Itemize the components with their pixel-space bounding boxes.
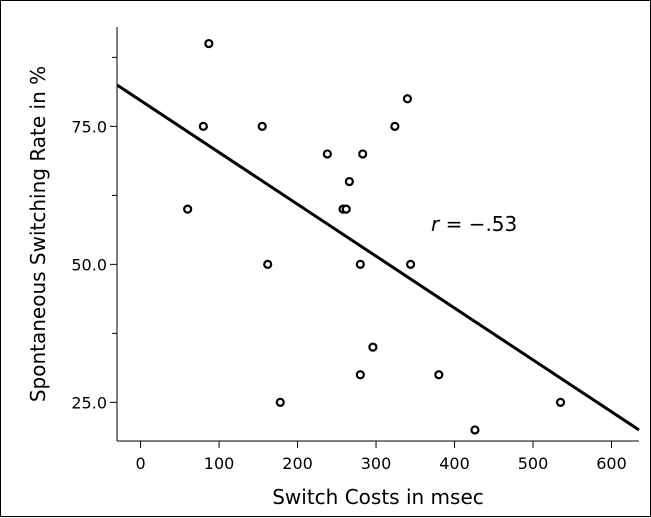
data-point bbox=[183, 204, 193, 214]
data-point bbox=[368, 342, 378, 352]
y-axis-label: Spontaneous Switching Rate in % bbox=[26, 66, 50, 402]
x-tick-label: 0 bbox=[135, 454, 145, 473]
data-point bbox=[344, 176, 354, 187]
x-tick-label: 400 bbox=[439, 454, 470, 473]
data-point bbox=[257, 121, 267, 131]
x-tick-label: 300 bbox=[361, 454, 392, 473]
axes bbox=[116, 27, 639, 442]
correlation-annotation: r = −.53 bbox=[431, 212, 517, 236]
x-tick-label: 600 bbox=[596, 454, 627, 473]
x-tick-label: 200 bbox=[282, 454, 313, 473]
data-points bbox=[183, 38, 566, 435]
data-point bbox=[198, 121, 208, 131]
data-point bbox=[434, 370, 444, 380]
data-point bbox=[275, 397, 285, 407]
data-point bbox=[355, 259, 365, 269]
x-axis-label: Switch Costs in msec bbox=[272, 485, 484, 509]
correlation-value: = −.53 bbox=[439, 212, 517, 236]
data-point bbox=[358, 149, 368, 159]
data-point bbox=[390, 121, 400, 131]
y-tick-label: 75.0 bbox=[71, 117, 107, 136]
x-tick-label: 500 bbox=[518, 454, 549, 473]
y-ticks: 25.0 50.0 75.0 bbox=[71, 56, 117, 412]
data-point bbox=[355, 370, 365, 380]
data-point bbox=[470, 425, 480, 435]
y-tick-label: 50.0 bbox=[71, 255, 107, 274]
data-point bbox=[322, 149, 332, 159]
y-tick-label: 25.0 bbox=[71, 393, 107, 412]
data-point bbox=[402, 94, 413, 104]
data-point bbox=[204, 38, 214, 49]
regression-line bbox=[116, 83, 640, 432]
data-point bbox=[263, 259, 273, 269]
x-tick-label: 100 bbox=[204, 454, 235, 473]
data-point bbox=[341, 204, 351, 214]
correlation-symbol: r bbox=[431, 212, 441, 236]
data-point bbox=[405, 259, 416, 269]
x-ticks: 0 100 200 300 400 500 600 bbox=[135, 441, 627, 473]
data-point bbox=[555, 397, 566, 407]
